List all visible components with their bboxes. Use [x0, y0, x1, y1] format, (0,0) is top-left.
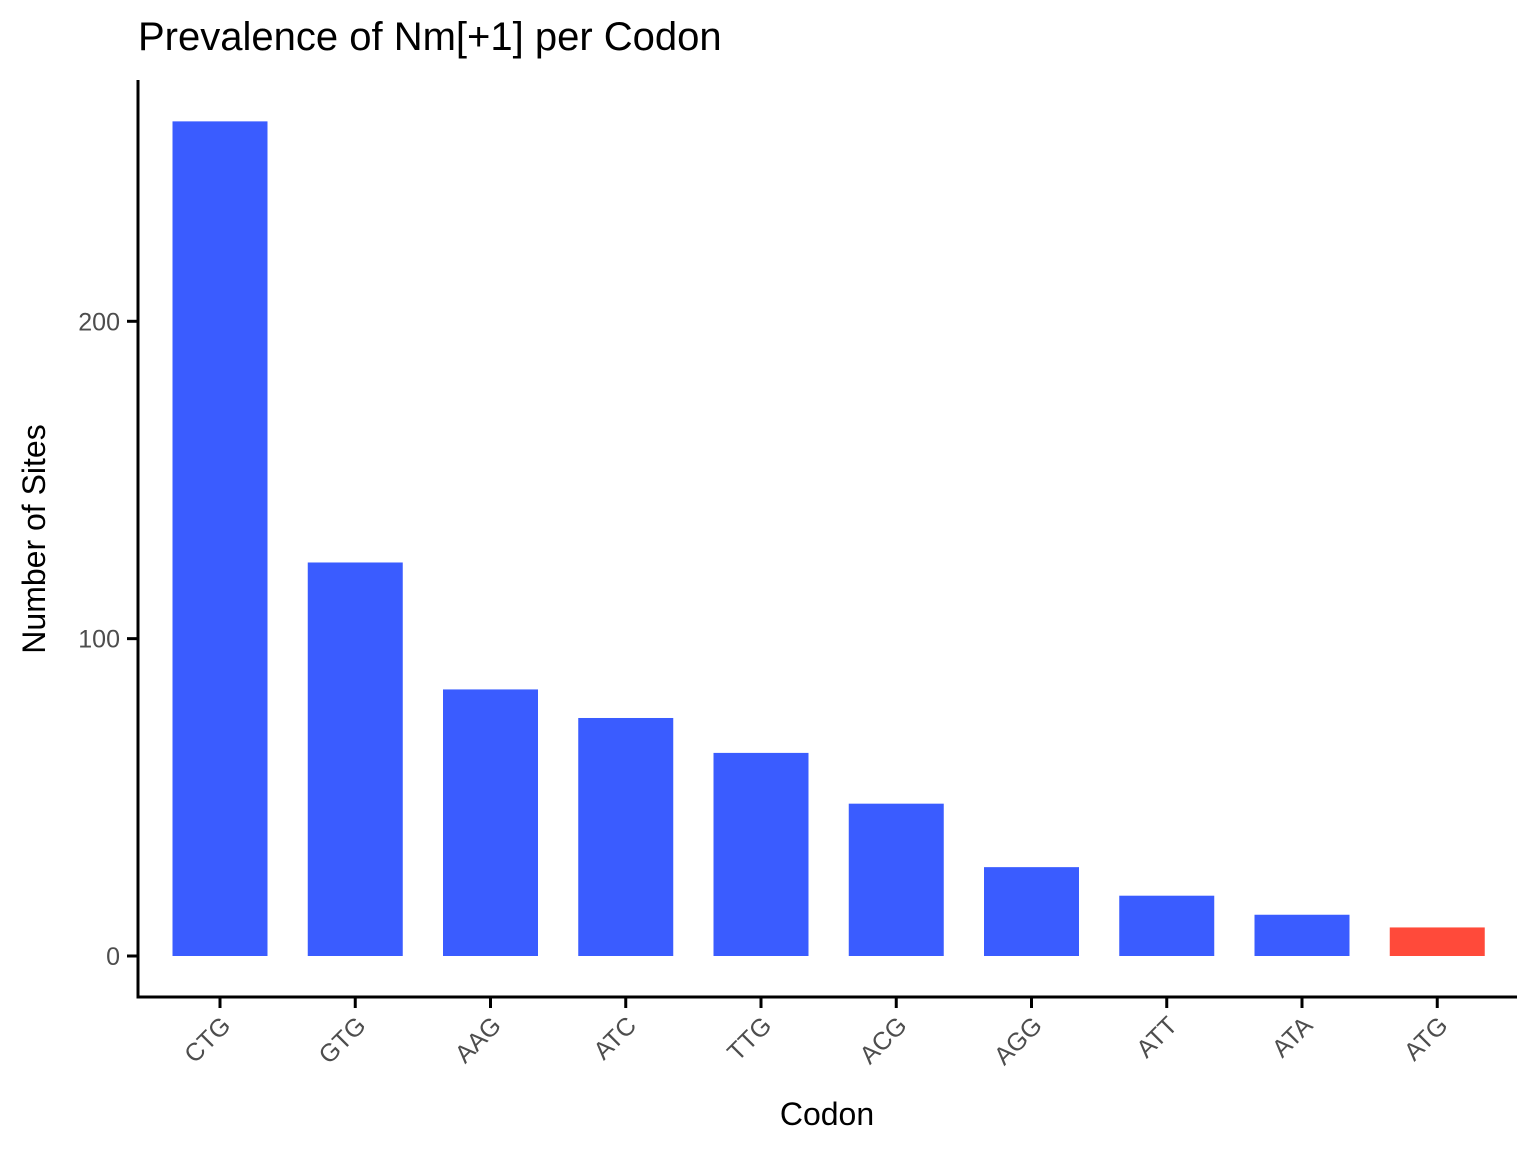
bar-gtg	[307, 562, 403, 956]
bar-agg	[984, 867, 1079, 956]
chart-title: Prevalence of Nm[+1] per Codon	[138, 15, 722, 59]
x-tick-label: AAG	[450, 1011, 507, 1068]
x-tick-label: TTG	[722, 1011, 777, 1066]
y-tick-label: 0	[106, 943, 120, 971]
y-axis-ticks: 0 100 200	[78, 308, 138, 971]
x-axis-label: Codon	[780, 1096, 874, 1132]
bar-atc	[578, 717, 674, 956]
x-tick-label: ATT	[1131, 1011, 1183, 1063]
x-tick-label: ATA	[1267, 1011, 1319, 1063]
bar-ctg	[172, 121, 268, 956]
x-tick-label: CTG	[179, 1011, 236, 1068]
x-tick-label: GTG	[313, 1011, 371, 1069]
x-tick-label: AGG	[989, 1011, 1048, 1070]
bar-aag	[443, 689, 538, 956]
x-tick-label: ATC	[588, 1011, 642, 1065]
x-tick-label: ACG	[854, 1011, 912, 1069]
y-tick-label: 200	[78, 308, 120, 336]
y-axis-label: Number of Sites	[16, 424, 52, 653]
bar-ata	[1254, 914, 1350, 956]
x-tick-label: ATG	[1399, 1011, 1454, 1066]
bar-acg	[848, 803, 944, 956]
y-tick-label: 100	[78, 626, 120, 654]
bar-att	[1119, 895, 1215, 956]
bar-ttg	[713, 752, 809, 956]
x-axis-ticks: CTG GTG AAG ATC TTG ACG AGG ATT ATA ATG	[179, 997, 1453, 1071]
bars-group	[172, 121, 1485, 956]
bar-atg	[1389, 927, 1485, 956]
